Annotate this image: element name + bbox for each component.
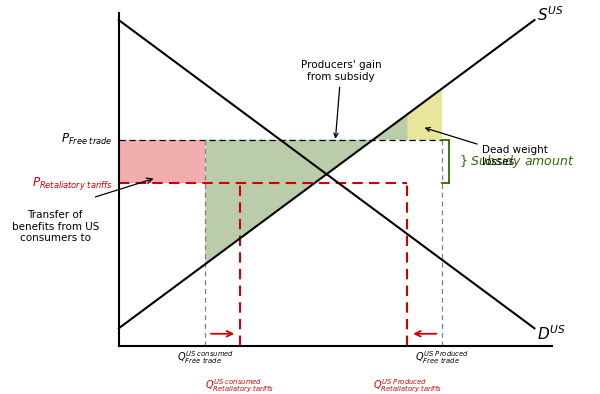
Polygon shape [407,89,442,140]
Text: $D^{US}$: $D^{US}$ [538,325,566,344]
Text: $P_{\mathit{Free\ trade}}$: $P_{\mathit{Free\ trade}}$ [61,132,113,147]
Text: Dead weight
losses: Dead weight losses [426,127,548,167]
Text: $Q_{\mathit{Retaliatory\ tariffs}}^{\mathit{US\ Produced}}$: $Q_{\mathit{Retaliatory\ tariffs}}^{\mat… [373,377,442,394]
Polygon shape [205,89,442,264]
Text: $S^{US}$: $S^{US}$ [538,5,565,24]
Text: $Q_{\mathit{Retaliatory\ tariffs}}^{\mathit{US\ consumed}}$: $Q_{\mathit{Retaliatory\ tariffs}}^{\mat… [205,377,275,394]
Text: Producers' gain
from subsidy: Producers' gain from subsidy [301,60,382,138]
Text: $Q_{\mathit{Free\ trade}}^{\mathit{US\ consumed}}$: $Q_{\mathit{Free\ trade}}^{\mathit{US\ c… [176,349,234,366]
Text: $P_{\mathit{Retaliatory\ tariffs}}$: $P_{\mathit{Retaliatory\ tariffs}}$ [32,175,113,192]
Text: Transfer of
benefits from US
consumers to: Transfer of benefits from US consumers t… [11,210,99,243]
Polygon shape [119,140,205,183]
Text: $\}$ Subsidy amount: $\}$ Subsidy amount [460,153,575,170]
Text: $Q_{\mathit{Free\ trade}}^{\mathit{US\ Produced}}$: $Q_{\mathit{Free\ trade}}^{\mathit{US\ P… [415,349,469,366]
